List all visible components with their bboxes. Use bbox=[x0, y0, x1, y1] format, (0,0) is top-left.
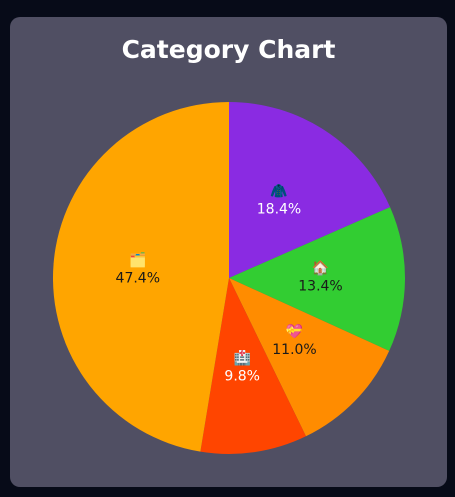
pie-slice-1[interactable] bbox=[229, 207, 405, 351]
hospital-icon: 🏥 bbox=[233, 350, 250, 367]
pie-slice-4[interactable] bbox=[52, 101, 229, 452]
pie-slice-0[interactable] bbox=[229, 102, 391, 278]
slice-percent-label: 9.8% bbox=[224, 369, 260, 385]
folder-icon: 🗂️ bbox=[129, 252, 146, 269]
slice-percent-label: 13.4% bbox=[298, 279, 342, 295]
slice-percent-label: 18.4% bbox=[257, 201, 301, 217]
pie-labels: 🧥 18.4% 🏠 13.4% 💝 11.0% 🏥 9.8% 🗂️ 47.4% bbox=[116, 183, 343, 384]
slice-percent-label: 11.0% bbox=[272, 342, 316, 358]
chart-title: Category Chart bbox=[121, 35, 336, 64]
slice-percent-label: 47.4% bbox=[116, 271, 160, 287]
heart-gift-icon: 💝 bbox=[286, 323, 304, 340]
pie-slice-2[interactable] bbox=[229, 278, 390, 437]
pie-slices bbox=[52, 101, 405, 455]
house-icon: 🏠 bbox=[312, 260, 329, 277]
pie-slice-3[interactable] bbox=[200, 278, 306, 455]
coat-icon: 🧥 bbox=[270, 183, 288, 199]
